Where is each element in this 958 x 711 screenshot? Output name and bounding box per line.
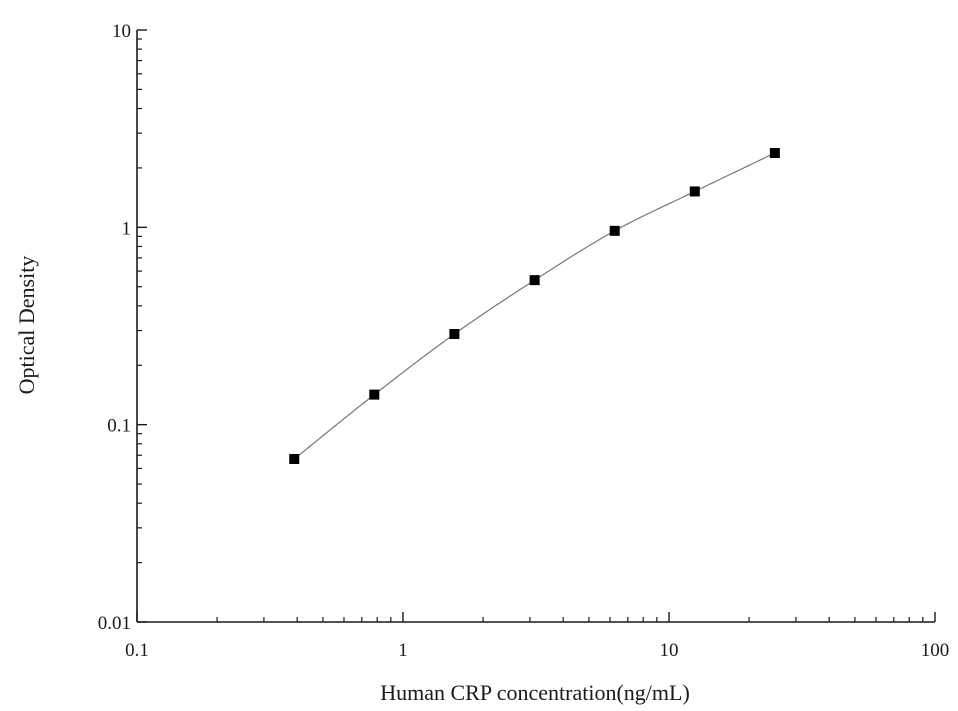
y-tick-label: 0.01 [98,613,131,634]
data-point [689,186,700,197]
ticks-layer: 0.1 1 10 100 0.01 0.1 1 10 [98,21,950,661]
data-point [369,389,380,400]
fit-curve-layer [293,152,776,460]
points-layer [289,148,780,464]
data-point [289,453,300,464]
data-point [609,225,620,236]
data-point [529,275,540,286]
y-tick-label: 1 [122,218,132,239]
x-tick-label: 0.1 [125,640,149,661]
axes-layer [136,30,935,623]
x-tick-label: 100 [921,640,950,661]
y-axis-title: Optical Density [14,256,39,395]
x-tick-label: 1 [398,640,408,661]
x-axis-title: Human CRP concentration(ng/mL) [380,680,690,705]
data-point [769,148,780,159]
y-tick-label: 10 [112,21,131,42]
y-tick-label: 0.1 [107,416,131,437]
fit-curve [293,152,776,460]
x-tick-label: 10 [660,640,679,661]
data-point [449,329,460,340]
